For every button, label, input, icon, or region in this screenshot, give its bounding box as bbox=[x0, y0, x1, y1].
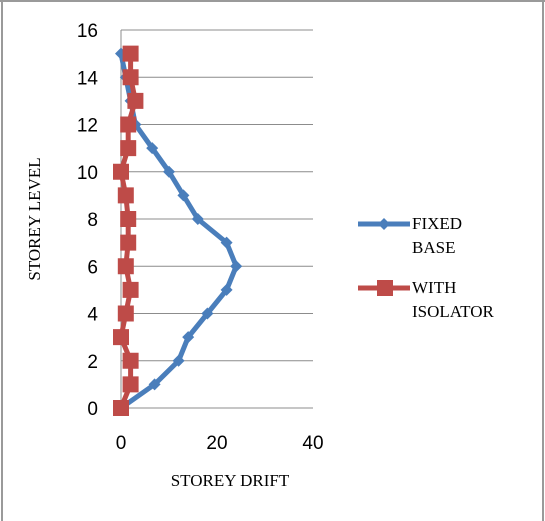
x-tick-label: 0 bbox=[116, 433, 127, 454]
data-point bbox=[182, 331, 195, 344]
data-point bbox=[201, 307, 214, 320]
legend-label: WITH bbox=[412, 278, 456, 297]
data-point bbox=[120, 211, 137, 227]
data-point bbox=[122, 45, 139, 62]
data-point bbox=[122, 69, 139, 86]
data-point bbox=[120, 116, 137, 133]
legend-marker bbox=[377, 280, 393, 296]
data-point bbox=[113, 329, 129, 346]
data-point bbox=[172, 354, 185, 367]
data-point bbox=[146, 142, 159, 155]
data-point bbox=[191, 213, 204, 225]
legend-item: FIXED BASE bbox=[358, 214, 462, 257]
y-tick-label: 6 bbox=[87, 257, 98, 278]
data-point bbox=[122, 376, 139, 393]
gridlines bbox=[121, 29, 313, 362]
x-tick-label: 20 bbox=[206, 433, 227, 454]
data-point bbox=[127, 92, 144, 109]
legend-label: ISOLATOR bbox=[412, 302, 495, 321]
series-line bbox=[118, 53, 138, 409]
data-point bbox=[117, 187, 134, 204]
legend-label: FIXED bbox=[412, 214, 462, 233]
y-tick-label: 8 bbox=[87, 210, 98, 231]
data-point bbox=[120, 234, 137, 251]
legend-label: BASE bbox=[412, 238, 455, 257]
x-axis-title: STOREY DRIFT bbox=[171, 471, 290, 490]
y-tick-label: 14 bbox=[77, 68, 99, 89]
data-point bbox=[120, 140, 137, 157]
series bbox=[113, 45, 243, 416]
x-tick-label: 40 bbox=[302, 433, 323, 454]
y-axis-title: STOREY LEVEL bbox=[25, 157, 44, 280]
data-point bbox=[163, 165, 175, 178]
data-point bbox=[117, 258, 134, 275]
legend: FIXED BASE WITH ISOLATOR bbox=[358, 214, 495, 321]
y-tick-label: 12 bbox=[77, 116, 98, 137]
y-tick-label: 16 bbox=[77, 21, 98, 42]
data-point bbox=[230, 260, 243, 273]
legend-item: WITH ISOLATOR bbox=[358, 278, 495, 321]
data-point bbox=[220, 236, 233, 249]
x-tick-labels: 0 20 40 bbox=[116, 433, 324, 454]
legend-marker bbox=[378, 218, 390, 230]
data-point bbox=[113, 163, 129, 180]
data-point bbox=[113, 400, 129, 416]
data-point bbox=[117, 305, 134, 322]
data-point bbox=[220, 283, 233, 296]
series-with-isolator bbox=[113, 45, 144, 416]
y-tick-label: 10 bbox=[77, 163, 98, 184]
data-point bbox=[177, 189, 190, 202]
data-point bbox=[122, 352, 139, 369]
y-tick-labels: 0 2 4 6 8 10 12 14 16 bbox=[77, 21, 99, 420]
y-tick-label: 0 bbox=[87, 399, 98, 420]
y-tick-label: 4 bbox=[87, 305, 98, 326]
y-tick-label: 2 bbox=[87, 352, 98, 373]
data-point bbox=[148, 378, 161, 391]
data-point bbox=[122, 281, 139, 298]
